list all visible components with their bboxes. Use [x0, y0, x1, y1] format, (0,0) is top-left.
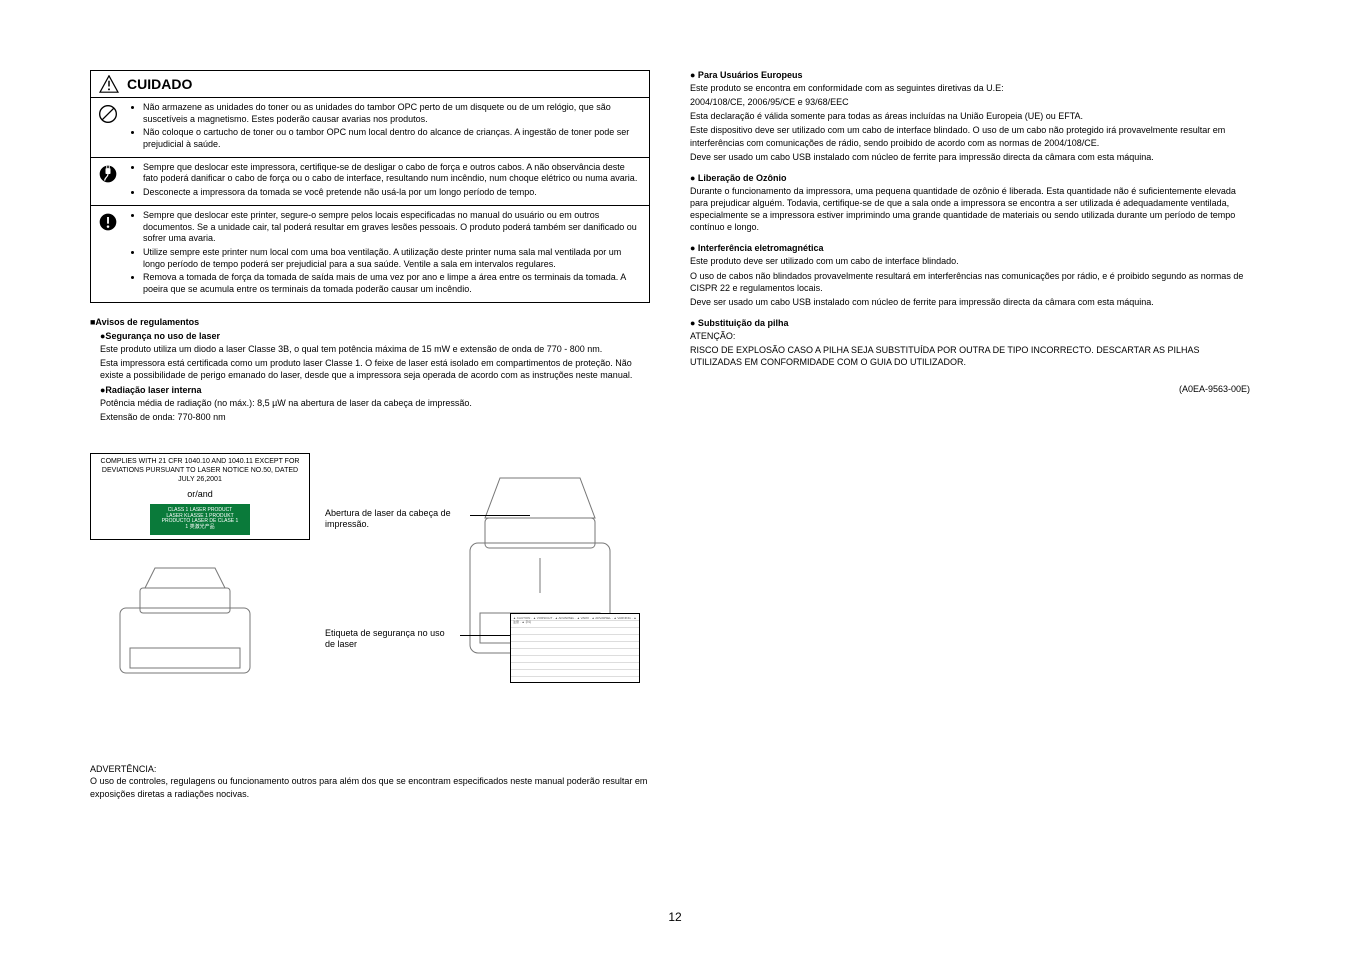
- leader-line: [470, 515, 530, 516]
- advertencia-head: ADVERTÊNCIA:: [90, 763, 650, 775]
- ozone-head: ● Liberação de Ozônio: [690, 173, 1250, 183]
- caption-label: Etiqueta de segurança no uso de laser: [325, 628, 455, 650]
- body-text: Esta declaração é válida somente para to…: [690, 110, 1250, 122]
- compliance-label: COMPLIES WITH 21 CFR 1040.10 AND 1040.11…: [90, 453, 310, 540]
- green-class1-label: CLASS 1 LASER PRODUCT LASER KLASSE 1 PRO…: [150, 504, 250, 535]
- advertencia-text: O uso de controles, regulagens ou funcio…: [90, 775, 650, 799]
- plug-icon: [98, 164, 118, 184]
- body-text: 2004/108/CE, 2006/95/CE e 93/68/EEC: [690, 96, 1250, 108]
- body-text: Este produto deve ser utilizado com um c…: [690, 255, 1250, 267]
- body-text: Deve ser usado um cabo USB instalado com…: [690, 151, 1250, 163]
- eu-head: ● Para Usuários Europeus: [690, 70, 1250, 80]
- compliance-text: COMPLIES WITH 21 CFR 1040.10 AND 1040.11…: [97, 458, 303, 484]
- cuidado-header: CUIDADO: [91, 71, 649, 98]
- body-text: ATENÇÃO:: [690, 330, 1250, 342]
- avisos-head: ■Avisos de regulamentos: [90, 317, 650, 327]
- body-text: Potência média de radiação (no máx.): 8,…: [90, 397, 650, 409]
- list-item: Desconecte a impressora da tomada se voc…: [143, 187, 641, 199]
- page-number: 12: [0, 910, 1350, 924]
- list-item: Sempre que deslocar este impressora, cer…: [143, 162, 641, 185]
- table-row: Não armazene as unidades do toner ou as …: [91, 98, 649, 158]
- body-text: Esta impressora está certificada como um…: [90, 357, 650, 381]
- body-text: RISCO DE EXPLOSÃO CASO A PILHA SEJA SUBS…: [690, 344, 1250, 368]
- printer-small-illustration: [90, 558, 280, 688]
- list-item: Não armazene as unidades do toner ou as …: [143, 102, 641, 125]
- body-text: Extensão de onda: 770-800 nm: [90, 411, 650, 423]
- attention-icon: [98, 212, 118, 232]
- body-text: Este produto se encontra em conformidade…: [690, 82, 1250, 94]
- battery-head: ● Substituição da pilha: [690, 318, 1250, 328]
- body-text: O uso de cabos não blindados provavelmen…: [690, 270, 1250, 294]
- figure-area: COMPLIES WITH 21 CFR 1040.10 AND 1040.11…: [90, 453, 650, 733]
- prohibit-icon: [98, 104, 118, 124]
- list-item: Remova a tomada de força da tomada de sa…: [143, 272, 641, 295]
- leader-line: [460, 635, 510, 636]
- body-text: Deve ser usado um cabo USB instalado com…: [690, 296, 1250, 308]
- caption-aperture: Abertura de laser da cabeça de impressão…: [325, 508, 455, 530]
- list-item: Utilize sempre este printer num local co…: [143, 247, 641, 270]
- warning-triangle-icon: [99, 75, 119, 93]
- body-text: Este produto utiliza um diodo a laser Cl…: [90, 343, 650, 355]
- doc-code: (A0EA-9563-00E): [690, 384, 1250, 394]
- list-item: Sempre que deslocar este printer, segure…: [143, 210, 641, 245]
- cuidado-box: CUIDADO Não armazene as unidades do tone…: [90, 70, 650, 303]
- emi-head: ● Interferência eletromagnética: [690, 243, 1250, 253]
- seguranca-head: ●Segurança no uso de laser: [90, 331, 650, 341]
- orand-text: or/and: [97, 489, 303, 500]
- table-row: Sempre que deslocar este printer, segure…: [91, 206, 649, 302]
- table-row: Sempre que deslocar este impressora, cer…: [91, 158, 649, 206]
- body-text: Este dispositivo deve ser utilizado com …: [690, 124, 1250, 148]
- laser-warning-label-illustration: ▲ CAUTION · ▲ VORSICHT · ▲ ADVARSEL · ▲ …: [510, 613, 640, 683]
- cuidado-title: CUIDADO: [127, 76, 192, 92]
- body-text: Durante o funcionamento da impressora, u…: [690, 185, 1250, 234]
- radiacao-head: ●Radiação laser interna: [90, 385, 650, 395]
- list-item: Não coloque o cartucho de toner ou o tam…: [143, 127, 641, 150]
